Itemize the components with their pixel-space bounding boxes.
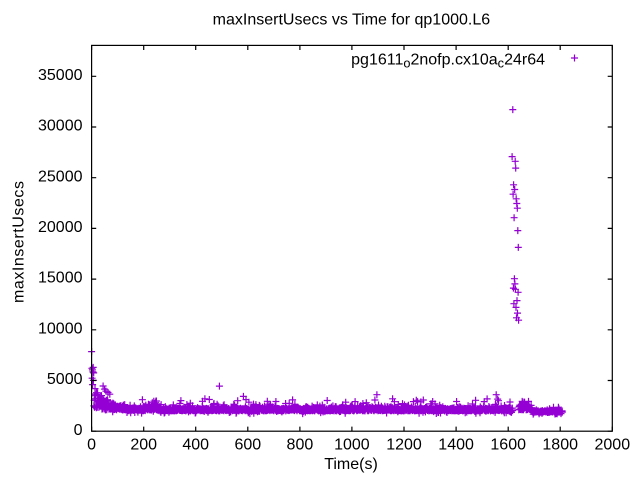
svg-text:1400: 1400 [438, 437, 474, 454]
svg-text:1200: 1200 [386, 437, 422, 454]
svg-text:1000: 1000 [334, 437, 370, 454]
svg-text:200: 200 [130, 437, 157, 454]
svg-text:25000: 25000 [38, 168, 83, 185]
svg-text:maxInsertUsecs: maxInsertUsecs [10, 181, 27, 303]
svg-text:2000: 2000 [595, 437, 631, 454]
svg-text:5000: 5000 [47, 371, 83, 388]
svg-text:800: 800 [287, 437, 314, 454]
svg-text:10000: 10000 [38, 320, 83, 337]
svg-text:0: 0 [87, 437, 96, 454]
svg-text:35000: 35000 [38, 67, 83, 84]
svg-text:Time(s): Time(s) [324, 456, 378, 473]
svg-text:30000: 30000 [38, 118, 83, 135]
svg-text:20000: 20000 [38, 219, 83, 236]
svg-text:maxInsertUsecs vs Time for qp1: maxInsertUsecs vs Time for qp1000.L6 [213, 12, 491, 29]
svg-text:400: 400 [182, 437, 209, 454]
svg-text:1800: 1800 [542, 437, 578, 454]
svg-text:1600: 1600 [490, 437, 526, 454]
svg-text:15000: 15000 [38, 270, 83, 287]
svg-text:0: 0 [74, 422, 83, 439]
svg-text:pg1611o2nofp.cx10ac24r64: pg1611o2nofp.cx10ac24r64 [351, 51, 545, 70]
svg-text:600: 600 [234, 437, 261, 454]
